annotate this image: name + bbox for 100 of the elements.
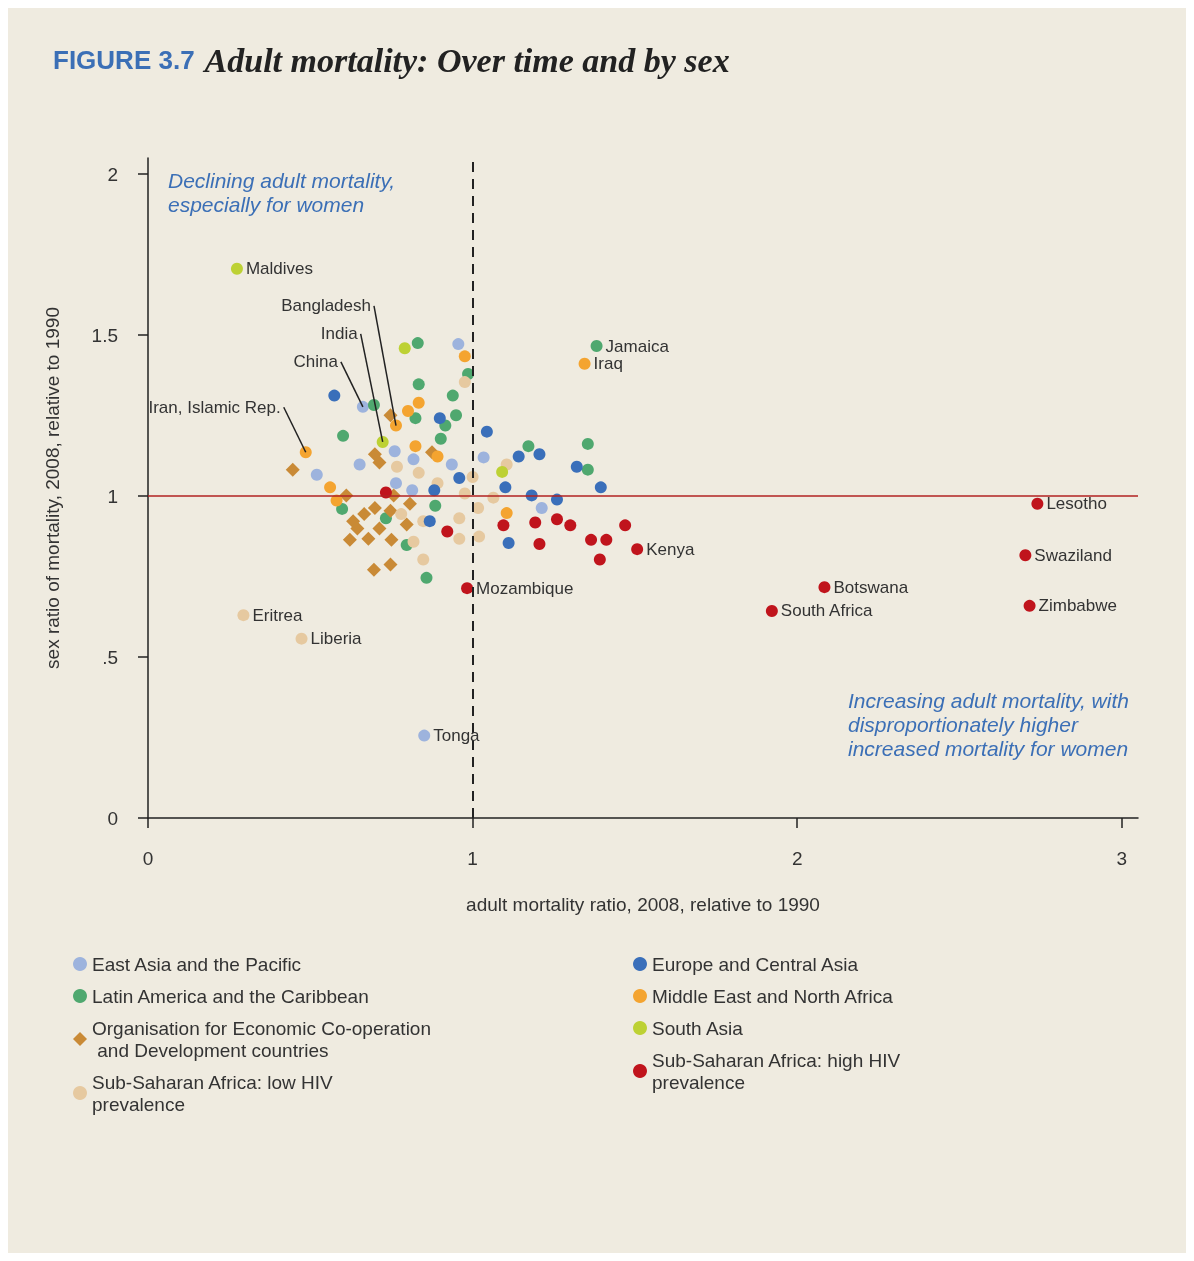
point (818, 581, 831, 594)
point (496, 465, 509, 478)
x-tick-label: 1 (467, 848, 478, 869)
point (418, 729, 431, 742)
point (441, 525, 454, 538)
point (453, 512, 466, 525)
point (502, 537, 515, 550)
annotation: Tonga (433, 726, 481, 746)
point (600, 533, 613, 546)
point (324, 481, 337, 494)
x-tick-label: 0 (142, 848, 154, 869)
point (372, 521, 387, 536)
point (428, 484, 441, 497)
y-tick-label: 1 (107, 485, 118, 507)
legend-label: East Asia and the Pacific (92, 953, 302, 975)
point (398, 342, 411, 355)
point (402, 496, 417, 511)
point (361, 531, 376, 546)
point (529, 516, 542, 529)
point (452, 338, 465, 351)
point (420, 571, 433, 584)
annotation: China (293, 352, 339, 372)
point (477, 451, 490, 464)
point (535, 501, 548, 514)
annotation: Iran, Islamic Rep. (148, 397, 281, 417)
point (412, 396, 425, 409)
point (411, 337, 424, 350)
point (402, 405, 414, 418)
point (446, 389, 459, 402)
point (383, 503, 398, 518)
annotation: Zimbabwe (1038, 596, 1118, 616)
point (433, 412, 446, 425)
annotation: Maldives (245, 259, 314, 279)
point (533, 538, 546, 551)
point (522, 440, 535, 453)
point (337, 429, 350, 442)
point (765, 604, 778, 617)
point (328, 389, 341, 402)
x-tick-label: 3 (1116, 848, 1128, 869)
point (367, 447, 382, 462)
point (1031, 497, 1044, 510)
point (310, 468, 323, 481)
annotation: Kenya (646, 539, 695, 559)
point (383, 557, 398, 572)
point (237, 609, 250, 622)
chart-title: FIGURE 3.7 Adult mortality: Over time and by sex (53, 41, 730, 79)
point (461, 582, 474, 595)
x-axis-title: adult mortality ratio, 2008, relative to 1990 (466, 894, 820, 915)
point (480, 425, 493, 438)
point (581, 463, 594, 476)
point (412, 466, 425, 479)
point (342, 532, 357, 547)
annotation: Botswana (833, 577, 909, 597)
point (285, 462, 300, 477)
y-tick-label: 0 (107, 807, 118, 829)
point (357, 507, 372, 522)
point (407, 453, 420, 466)
annotation: Jamaica (605, 336, 670, 356)
point (533, 448, 546, 461)
annotation: Bangladesh (281, 296, 371, 316)
point (366, 562, 381, 577)
x-tick-label: 2 (791, 848, 803, 869)
point (230, 262, 243, 275)
point (388, 445, 401, 458)
annotation: Increasing adult mortality, with disproportionately higher increased mortality for women (848, 688, 1135, 760)
point (551, 513, 563, 526)
point (594, 481, 607, 494)
annotation: South Africa (780, 601, 874, 621)
point (367, 500, 382, 515)
point (431, 450, 444, 463)
legend-label: Sub-Saharan Africa: low HIV prevalence (92, 1071, 339, 1115)
point (1023, 599, 1036, 612)
point (384, 532, 399, 547)
annotation: India (320, 324, 359, 344)
point (353, 458, 366, 471)
point (417, 553, 430, 566)
y-tick-label: .5 (102, 646, 118, 668)
point (350, 521, 365, 536)
point (423, 515, 436, 528)
point (399, 517, 414, 532)
annotation: Eritrea (252, 605, 304, 625)
point (390, 460, 403, 473)
point (409, 412, 422, 425)
point (578, 357, 591, 370)
point (336, 502, 349, 515)
annotation: Mozambique (476, 578, 574, 598)
point (299, 446, 312, 459)
point (500, 507, 513, 520)
point (450, 409, 463, 422)
point (458, 376, 471, 389)
point (295, 632, 308, 645)
point (407, 535, 420, 548)
point (590, 340, 603, 353)
legend-label: Middle East and North Africa (652, 985, 894, 1007)
point (429, 499, 442, 512)
point (564, 519, 577, 532)
annotation: Liberia (310, 629, 363, 649)
point (453, 532, 466, 545)
legend-label: Organisation for Economic Co-operation and Development countries (92, 1017, 432, 1061)
point (570, 460, 583, 473)
